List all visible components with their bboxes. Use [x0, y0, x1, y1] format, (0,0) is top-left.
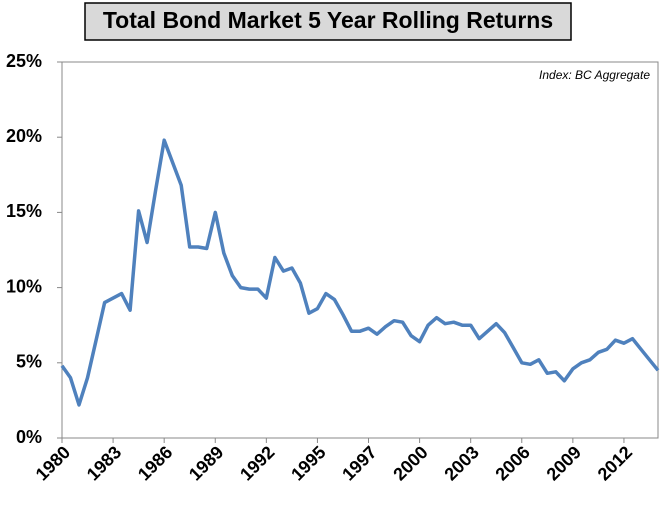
y-tick-label: 15% [6, 201, 42, 221]
x-tick-label: 1983 [83, 442, 125, 484]
y-tick-label: 20% [6, 126, 42, 146]
x-tick-label: 1992 [236, 442, 278, 484]
x-tick-label: 1986 [134, 442, 176, 484]
y-tick-label: 10% [6, 276, 42, 296]
y-tick-label: 5% [16, 352, 42, 372]
y-tick-label: 25% [6, 51, 42, 71]
data-line [60, 138, 660, 407]
x-tick-label: 1997 [338, 442, 380, 484]
x-tick-label: 2003 [440, 442, 482, 484]
x-tick-label: 1980 [32, 442, 74, 484]
title-box [84, 2, 572, 41]
plot-frame [61, 61, 659, 439]
annotation: Index: BC Aggregate [539, 68, 650, 82]
x-tick-label: 2006 [491, 442, 533, 484]
x-tick-label: 1995 [287, 442, 329, 484]
x-tick-label: 2009 [543, 442, 585, 484]
chart-title: Total Bond Market 5 Year Rolling Returns [103, 7, 553, 33]
x-tick-label: 2000 [389, 442, 431, 484]
y-tick-label: 0% [16, 427, 42, 447]
x-tick-label: 1989 [185, 442, 227, 484]
x-tick-label: 2012 [594, 442, 636, 484]
